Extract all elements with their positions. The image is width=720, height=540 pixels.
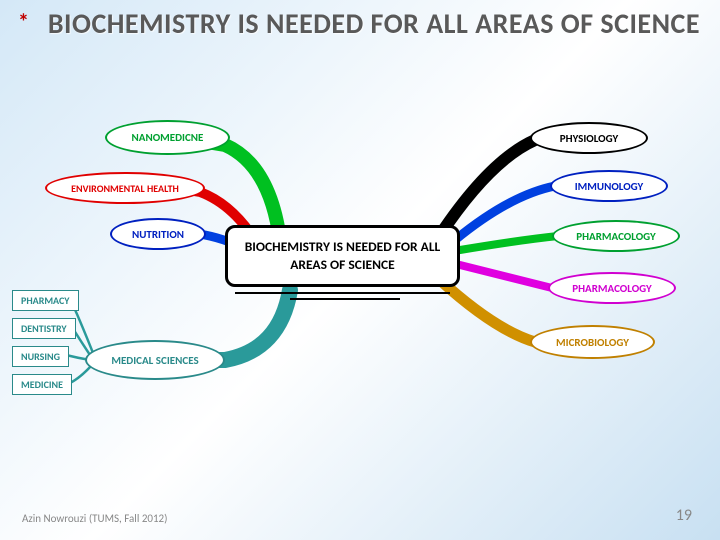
- subnode-pharmacy: PHARMACY: [12, 290, 79, 311]
- connector-physiology: [440, 140, 535, 235]
- node-pharmacology2: PHARMACOLOGY: [548, 272, 676, 304]
- center-node: BIOCHEMISTRY IS NEEDED FOR ALL AREAS OF …: [225, 225, 460, 287]
- subnode-medicine: MEDICINE: [12, 374, 72, 395]
- subnode-nursing: NURSING: [12, 346, 69, 367]
- mindmap-diagram: BIOCHEMISTRY IS NEEDED FOR ALL AREAS OF …: [0, 100, 720, 480]
- slide-title: BIOCHEMISTRY IS NEEDED FOR ALL AREAS OF …: [30, 8, 700, 40]
- node-envhealth: ENVIRONMENTAL HEALTH: [45, 172, 205, 204]
- node-nanomedicine: NANOMEDICNE: [105, 120, 230, 155]
- node-medical: MEDICAL SCIENCES: [85, 340, 225, 380]
- connector-microbiology: [440, 280, 535, 342]
- footer-page-number: 19: [676, 506, 692, 525]
- center-node-label: BIOCHEMISTRY IS NEEDED FOR ALL AREAS OF …: [236, 238, 449, 273]
- connector-pharmacology2: [460, 265, 552, 288]
- footer-author: Azin Nowrouzi (TUMS, Fall 2012): [22, 512, 167, 525]
- connector-immunology: [455, 186, 555, 240]
- title-asterisk: *: [18, 8, 29, 35]
- node-physiology: PHYSIOLOGY: [530, 122, 648, 154]
- node-immunology: IMMUNOLOGY: [550, 170, 668, 202]
- center-underline: [235, 292, 450, 294]
- center-underline-2: [290, 298, 400, 300]
- node-microbiology: MICROBIOLOGY: [530, 325, 655, 359]
- node-pharmacology1: PHARMACOLOGY: [552, 220, 680, 252]
- node-nutrition: NUTRITION: [110, 218, 206, 250]
- connector-pharmacology1: [460, 236, 558, 250]
- subnode-dentistry: DENTISTRY: [12, 318, 76, 339]
